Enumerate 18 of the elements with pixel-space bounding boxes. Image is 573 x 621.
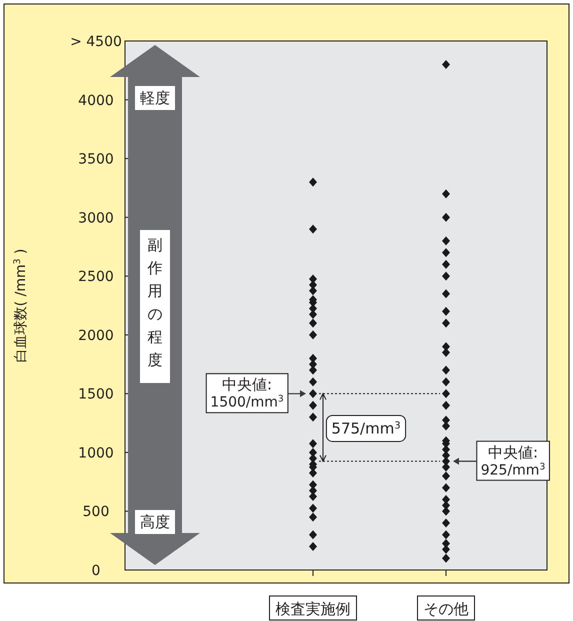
text: 副作用の程度 [146, 236, 162, 369]
text: 高度 [140, 513, 170, 531]
annotation: 中央値: 1500/mm$^{3}$ [210, 376, 284, 411]
annotation: 中央値: 925/mm$^{3}$ [480, 443, 546, 478]
y-tick-label: 3500 [78, 152, 114, 168]
annotation: 575/mm$^{3}$ [331, 419, 401, 438]
y-tick-label: 0 [92, 563, 100, 579]
y-tick-label: 3000 [78, 210, 114, 226]
y-tick-label: 500 [82, 504, 110, 520]
text: 軽度 [140, 89, 170, 107]
x-tick-label: 検査実施例 [276, 600, 350, 618]
x-tick-label: その他 [424, 600, 468, 618]
y-tick-label: > 4500 [70, 34, 122, 50]
y-tick-label: 1000 [78, 445, 114, 462]
y-tick-label: 4000 [78, 92, 114, 109]
y-tick-label: 1500 [78, 386, 114, 403]
y-tick-label: 2000 [78, 328, 114, 344]
y-tick-label: 2500 [78, 269, 114, 286]
